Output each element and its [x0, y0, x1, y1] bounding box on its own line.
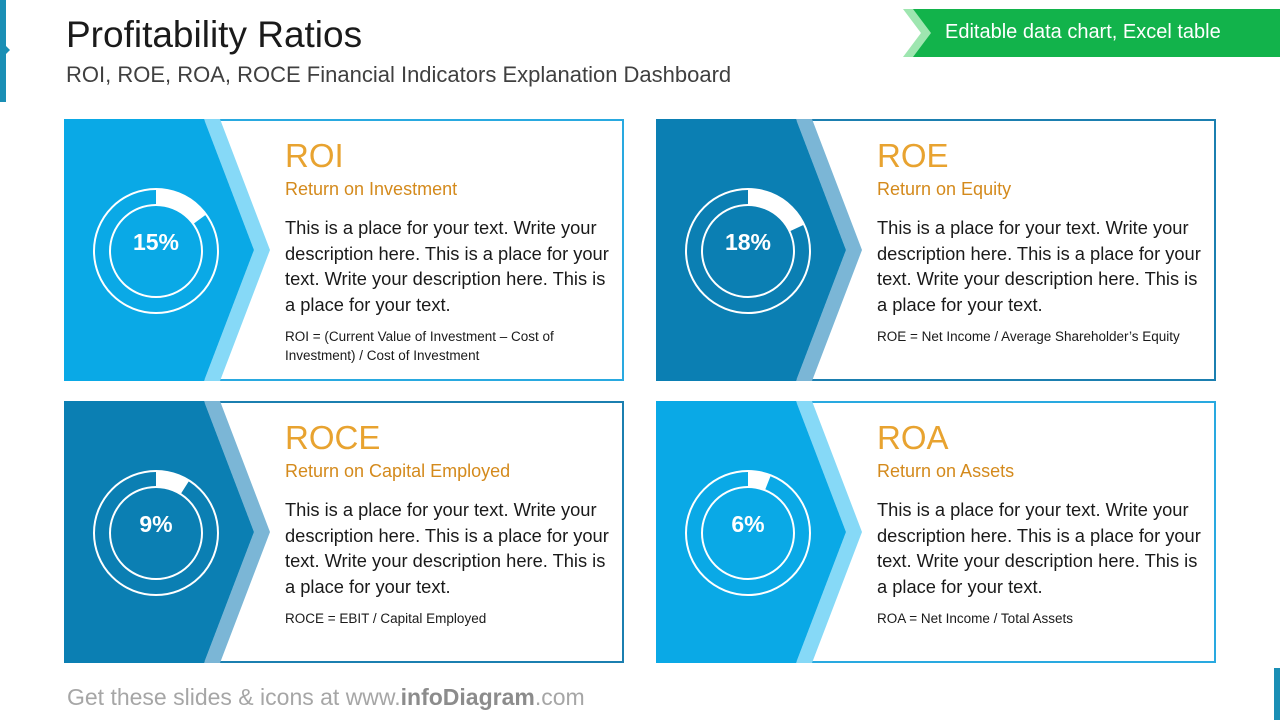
card-panel-fill	[656, 401, 846, 663]
donut-progress-arc	[747, 471, 771, 491]
card-description: This is a place for your text. Write you…	[285, 499, 609, 597]
tag-shape	[903, 9, 1280, 57]
card-title: ROE	[877, 137, 949, 174]
tag-label: Editable data chart, Excel table	[945, 21, 1221, 43]
card-formula: ROA = Net Income / Total Assets	[877, 611, 1073, 626]
card-roe: 18% ROE Return on Equity This is a place…	[656, 119, 1216, 381]
percent-label: 9%	[139, 511, 173, 537]
card-roce: 9% ROCE Return on Capital Employed This …	[64, 401, 624, 663]
progress-donut	[685, 470, 811, 596]
editable-tag: Editable data chart, Excel table	[903, 9, 1280, 57]
percent-label: 15%	[132, 229, 180, 255]
card-description: This is a place for your text. Write you…	[285, 217, 609, 315]
left-accent-notch	[0, 40, 10, 60]
card-panel	[656, 401, 862, 663]
donut-progress-arc	[747, 189, 805, 232]
card-description: This is a place for your text. Write you…	[877, 217, 1201, 315]
card-chevron	[204, 401, 270, 663]
donut-progress-arc	[155, 471, 190, 495]
card-panel	[64, 401, 270, 663]
card-subtitle: Return on Assets	[877, 461, 1015, 481]
progress-donut	[93, 188, 219, 314]
page-subtitle: ROI, ROE, ROA, ROCE Financial Indicators…	[66, 62, 732, 87]
right-accent-bar	[1274, 668, 1280, 720]
card-formula: ROCE = EBIT / Capital Employed	[285, 611, 487, 626]
card-formula: ROE = Net Income / Average Shareholder’s…	[877, 329, 1180, 344]
tag-chevron	[903, 9, 931, 57]
card-title: ROA	[877, 419, 949, 456]
footer-suffix: .com	[534, 684, 585, 710]
card-title: ROI	[285, 137, 344, 174]
percent-label: 6%	[731, 511, 765, 537]
card-chevron	[796, 119, 862, 381]
card-subtitle: Return on Investment	[285, 179, 458, 199]
percent-label: 18%	[724, 229, 772, 255]
card-panel	[64, 119, 270, 381]
card-chevron	[204, 119, 270, 381]
card-panel-fill	[64, 119, 254, 381]
page-title: Profitability Ratios	[66, 14, 363, 55]
card-panel-fill	[64, 401, 254, 663]
card-roi: 15% ROI Return on Investment This is a p…	[64, 119, 624, 381]
card-subtitle: Return on Capital Employed	[285, 461, 511, 481]
card-title: ROCE	[285, 419, 381, 456]
card-panel	[656, 119, 862, 381]
footer-prefix: Get these slides & icons at www.	[67, 684, 401, 710]
card-chevron	[796, 401, 862, 663]
card-roa: 6% ROA Return on Assets This is a place …	[656, 401, 1216, 663]
donut-progress-arc	[155, 189, 207, 225]
card-formula: ROI = (Current Value of Investment – Cos…	[285, 329, 554, 363]
footer-brand: infoDiagram	[400, 684, 535, 710]
card-subtitle: Return on Equity	[877, 179, 1012, 199]
progress-donut	[685, 188, 811, 314]
progress-donut	[93, 470, 219, 596]
card-panel-fill	[656, 119, 846, 381]
tag-body	[905, 9, 1280, 57]
footer-credit: Get these slides & icons at www.infoDiag…	[67, 684, 585, 711]
card-description: This is a place for your text. Write you…	[877, 499, 1201, 597]
